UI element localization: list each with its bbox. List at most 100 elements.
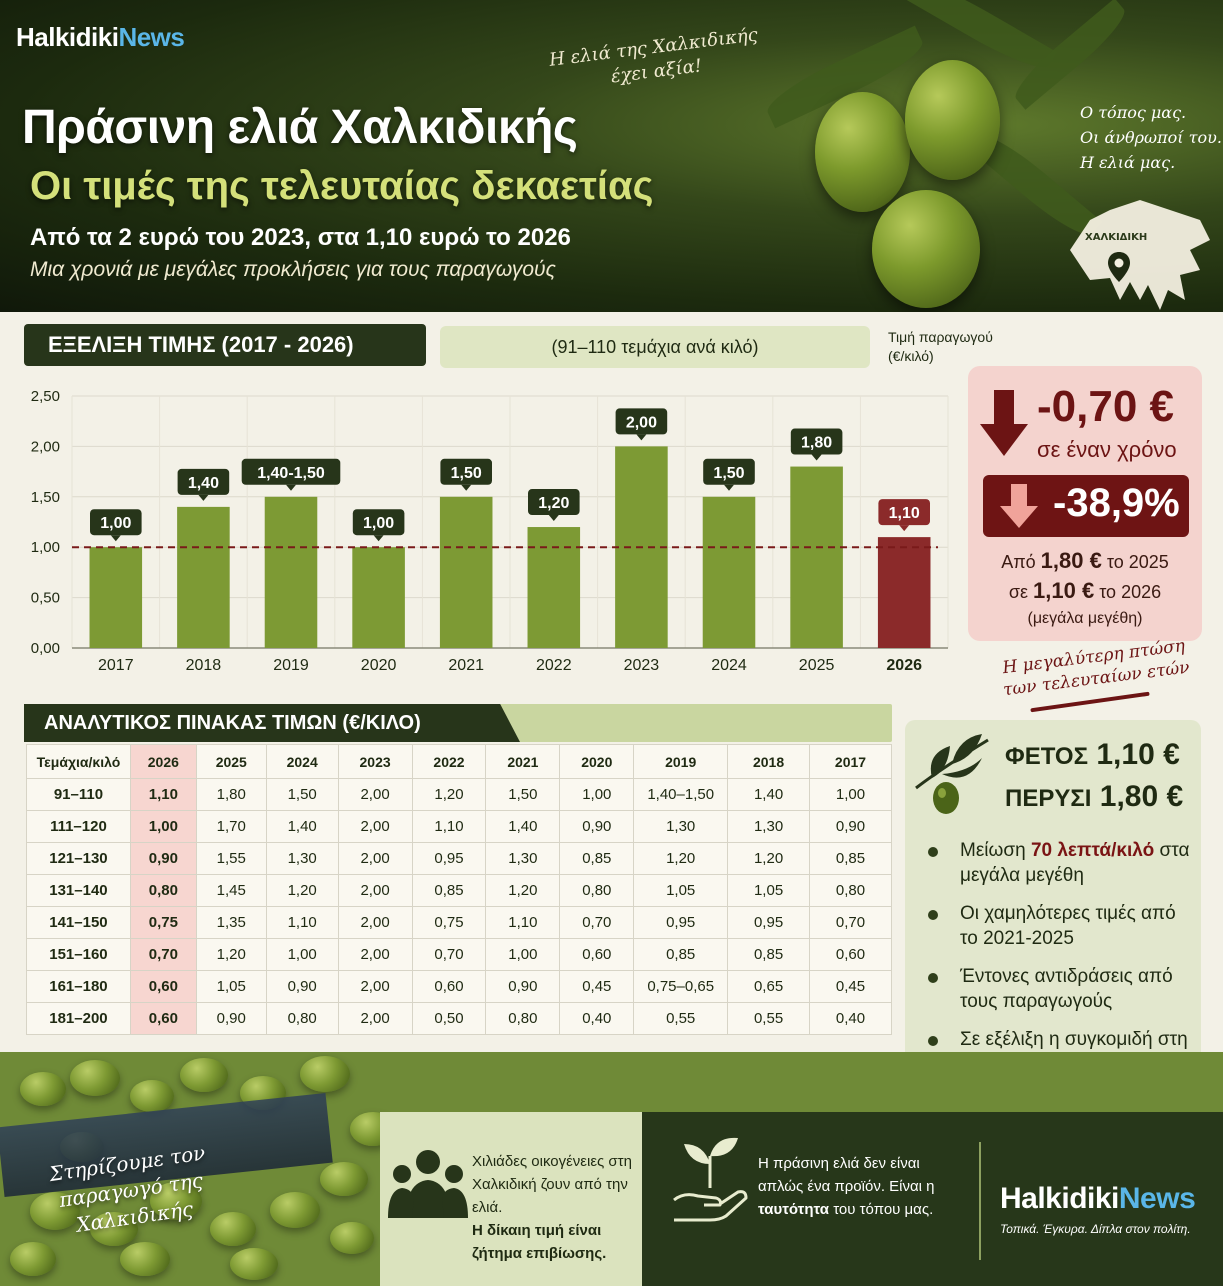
table-cell: 1,40 [485, 810, 561, 843]
this-year-value: 1,10 € [1096, 738, 1180, 771]
summary-box [905, 720, 1201, 1102]
table-row: 121–130 0,90 1,55 1,30 2,00 0,95 1,30 0,85 1,20 1… [26, 842, 892, 875]
value-label-badge [528, 489, 580, 516]
table-cell: 0,85 [727, 938, 811, 971]
table-cell: 0,95 [727, 906, 811, 939]
x-tick-label: 2026 [886, 657, 922, 674]
table-cell: 1,40 [727, 778, 811, 811]
last-year-price: ΠΕΡΥΣΙ 1,80 € [1005, 780, 1183, 814]
drop-from-line: Από 1,80 € το 2025 [968, 548, 1202, 574]
table-cell: 0,90 [129, 842, 197, 875]
value-label: 1,00 [363, 515, 394, 532]
value-label: 1,40 [188, 475, 219, 492]
olive-photo-fruit [130, 1080, 174, 1112]
table-cell: 2,00 [337, 874, 413, 907]
table-cell: 0,80 [485, 1002, 561, 1035]
table-cell: 0,60 [411, 970, 487, 1003]
value-label: 1,50 [713, 465, 744, 482]
table-cell: 0,90 [559, 810, 635, 843]
value-label: 1,80 [801, 435, 832, 452]
value-label-pointer [110, 535, 121, 542]
families-bold: Η δίκαιη τιμή είναι ζήτημα επιβίωσης. [472, 1222, 607, 1262]
table-cell: 1,30 [485, 842, 561, 875]
footer-divider [979, 1142, 981, 1260]
value-label-badge [615, 408, 668, 435]
page-subtitle: Οι τιμές της τελευταίας δεκαετίας [30, 164, 654, 208]
footer-slogan: Τοπικά. Έγκυρα. Δίπλα στον πολίτη. [1000, 1222, 1191, 1236]
value-label-pointer [899, 525, 910, 532]
olive-photo-fruit [70, 1060, 120, 1096]
x-tick-label: 2022 [536, 657, 572, 674]
table-cell: 1,00 [129, 810, 197, 843]
table-cell: 0,80 [809, 874, 892, 907]
table-header-cell: 2026 [129, 744, 197, 779]
table-cell: 1,70 [195, 810, 267, 843]
value-label-pointer [636, 434, 647, 441]
drop-to-suffix: το 2026 [1099, 582, 1162, 602]
lead-text: Από τα 2 ευρώ του 2023, στα 1,10 ευρώ το… [30, 224, 571, 251]
bar [877, 537, 931, 648]
y-tick-label: 2,00 [31, 438, 60, 455]
footer-logo[interactable]: HalkidikiNews [1000, 1182, 1196, 1216]
table-cell: 0,70 [129, 938, 197, 971]
identity-text: Η πράσινη ελιά δεν είναι απλώς ένα προϊό… [758, 1152, 968, 1221]
lead-italic-text: Μια χρονιά με μεγάλες προκλήσεις για του… [30, 258, 556, 281]
table-cell: 1,35 [195, 906, 267, 939]
value-label-pointer [198, 494, 209, 501]
table-header-cell: 2019 [633, 744, 729, 779]
chart-section-title: ΕΞΕΛΙΞΗ ΤΙΜΗΣ (2017 - 2026) [24, 324, 426, 366]
table-cell: 2,00 [337, 778, 413, 811]
table-cell: 1,80 [195, 778, 267, 811]
table-cell: 1,05 [195, 970, 267, 1003]
identity-post: του τόπου μας. [829, 1201, 934, 1218]
last-year-label: ΠΕΡΥΣΙ [1005, 785, 1092, 812]
olive-photo-fruit [210, 1212, 256, 1246]
y-tick-label: 2,50 [31, 388, 60, 405]
value-label-badge [703, 458, 755, 485]
value-label-badge [878, 499, 930, 526]
value-label: 1,00 [100, 515, 131, 532]
table-cell: 1,40–1,50 [633, 778, 729, 811]
table-cell: 91–110 [26, 778, 131, 811]
table-cell: 1,20 [633, 842, 729, 875]
x-tick-label: 2025 [799, 657, 835, 674]
olive-leaf-decoration [903, 0, 1057, 78]
table-cell: 1,30 [265, 842, 339, 875]
table-cell: 151–160 [26, 938, 131, 971]
bullet-tail: στα μεγάλα μεγέθη [960, 840, 1190, 886]
table-cell: 1,20 [195, 938, 267, 971]
table-cell: 0,95 [411, 842, 487, 875]
bar [439, 496, 493, 648]
value-label-pointer [286, 484, 296, 491]
table-row: 131–140 0,80 1,45 1,20 2,00 0,85 1,20 0,80 1,05 1… [26, 874, 892, 907]
table-cell: 1,05 [727, 874, 811, 907]
table-cell: 0,65 [727, 970, 811, 1003]
table-cell: 2,00 [337, 842, 413, 875]
header-logo[interactable]: HalkidikiNews [16, 22, 185, 53]
value-label: 1,40-1,50 [257, 465, 325, 482]
table-header-cell: Τεμάχια/κιλό [26, 744, 131, 779]
table-cell: 2,00 [337, 1002, 413, 1035]
value-label-pointer [548, 515, 559, 522]
table-cell: 0,85 [559, 842, 635, 875]
people-icon [388, 1150, 468, 1218]
chart-unit-label: Τιμή παραγωγού (€/κιλό) [888, 328, 993, 366]
drop-to-line: σε 1,10 € το 2026 [968, 578, 1202, 604]
table-cell: 2,00 [337, 810, 413, 843]
value-label-badge [440, 458, 492, 485]
value-label: 2,00 [626, 414, 657, 431]
value-label-pointer [811, 454, 822, 461]
bullet-item: Μείωση 70 λεπτά/κιλό στα μεγάλα μεγέθη [924, 838, 1194, 888]
unit-line: Τιμή παραγωγού [888, 329, 993, 345]
table-cell: 0,75 [129, 906, 197, 939]
olive-photo-fruit [180, 1058, 228, 1092]
value-label-badge [177, 468, 230, 495]
drop-from-prefix: Από [1001, 552, 1036, 572]
table-header-cell: 2025 [195, 744, 267, 779]
olive-photo-fruit [150, 1182, 202, 1220]
families-text: Χιλιάδες οικογένειες στη Χαλκιδική ζουν … [472, 1150, 640, 1265]
drop-to-value: 1,10 € [1033, 578, 1095, 603]
olive-photo-fruit [270, 1192, 320, 1228]
table-cell: 0,80 [129, 874, 197, 907]
value-label-pointer [373, 535, 384, 542]
